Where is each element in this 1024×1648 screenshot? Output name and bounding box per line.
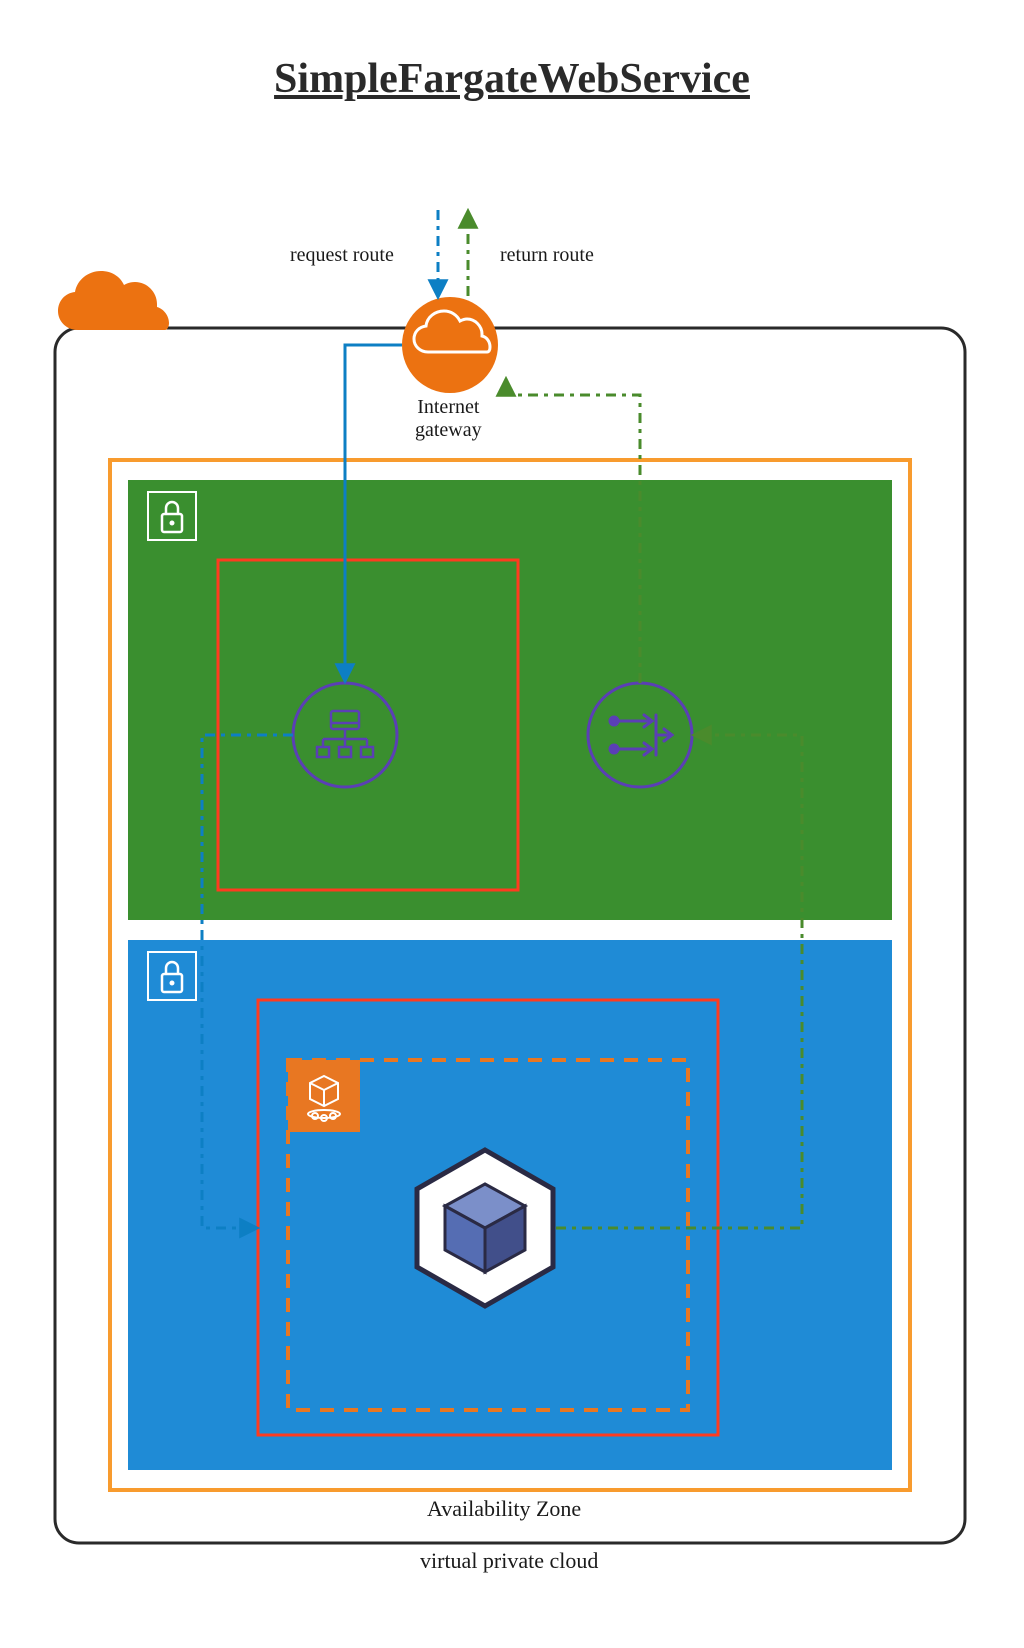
cube-icon — [417, 1150, 553, 1306]
page-title: SimpleFargateWebService — [0, 0, 1024, 103]
return-route-label: return route — [500, 244, 594, 267]
lock-icon — [148, 952, 196, 1000]
private-subnet-label: Private Subnet — [215, 958, 344, 984]
vpc-badge-label: VPC — [102, 318, 143, 341]
vpc-box — [55, 328, 965, 1543]
request-route-label: request route — [290, 244, 394, 267]
az-label: Availability Zone — [427, 1496, 581, 1522]
public-subnet-label: Public Subnet — [215, 498, 338, 524]
ecs-badge-icon — [288, 1060, 360, 1132]
igw-label: Internet gateway — [415, 396, 482, 442]
alb-icon — [293, 683, 397, 787]
alb-label: Application Load Balancer — [292, 794, 421, 847]
sg2-box — [258, 1000, 718, 1435]
arrow-nat-igw — [506, 380, 640, 683]
lock-icon — [148, 492, 196, 540]
port80-bottom-label: port 80 — [168, 1210, 224, 1231]
sg2-label: Security Group — [430, 1012, 553, 1035]
php-label: PHP — [464, 1308, 504, 1334]
igw-icon — [402, 297, 498, 393]
port80-top-label: port 80 — [300, 535, 356, 556]
ecs-container-label: ECS Fargate Container — [380, 1085, 565, 1108]
public-subnet-box — [128, 480, 892, 920]
arrow-igw-alb — [345, 345, 402, 680]
sg1-label: Security Group — [303, 575, 426, 598]
nat-label: NAT gateway — [575, 794, 696, 820]
ecs-box — [288, 1060, 688, 1410]
vpc-bottom-label: virtual private cloud — [420, 1548, 598, 1574]
nat-icon — [588, 683, 692, 787]
